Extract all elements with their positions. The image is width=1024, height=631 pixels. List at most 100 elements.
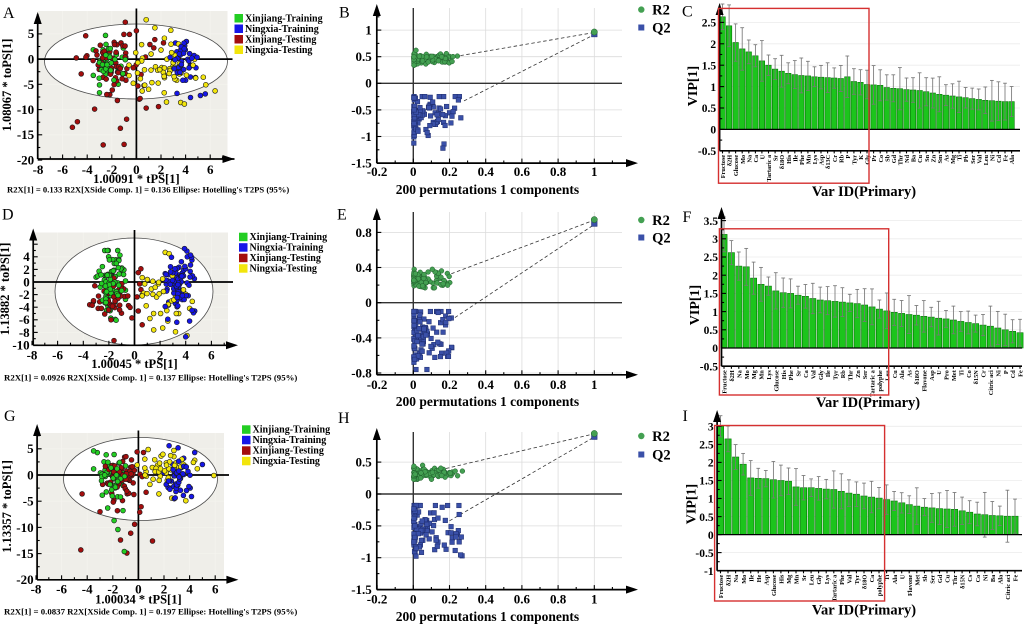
svg-text:4: 4 [182, 348, 189, 363]
svg-text:Ni: Ni [990, 155, 997, 162]
svg-text:δ2H: δ2H [729, 370, 736, 381]
svg-text:Xinjiang-Training: Xinjiang-Training [245, 13, 323, 24]
svg-text:Ala: Ala [899, 369, 906, 379]
svg-text:0.6: 0.6 [514, 377, 531, 392]
svg-text:-0.2: -0.2 [367, 164, 388, 179]
svg-text:Ningxia-Testing: Ningxia-Testing [250, 264, 317, 275]
svg-text:Glucose: Glucose [773, 370, 780, 392]
svg-text:Gly: Gly [818, 369, 825, 380]
svg-text:Zn: Zn [855, 370, 862, 378]
svg-text:Sb: Sb [922, 574, 929, 582]
svg-text:Leu: Leu [809, 574, 816, 585]
svg-text:His: His [786, 154, 793, 164]
svg-text:Tyr: Tyr [854, 575, 861, 585]
svg-text:VIP[1]: VIP[1] [686, 66, 701, 106]
svg-text:-5: -5 [23, 77, 34, 92]
svg-text:As: As [907, 370, 914, 378]
svg-text:-4: -4 [19, 300, 30, 315]
svg-text:Na: Na [733, 574, 740, 583]
svg-text:Leu: Leu [983, 154, 990, 165]
svg-text:Ca: Ca [753, 154, 760, 163]
svg-text:-4: -4 [82, 582, 93, 597]
svg-text:R2: R2 [652, 213, 670, 229]
svg-text:Phe: Phe [839, 575, 846, 585]
svg-text:Ala: Ala [997, 574, 1004, 584]
svg-text:Ningxia-Testing: Ningxia-Testing [245, 45, 312, 56]
svg-text:-0.2: -0.2 [367, 592, 388, 607]
svg-text:Co: Co [975, 575, 982, 583]
svg-text:P: P [1003, 370, 1010, 374]
svg-text:δ15N: δ15N [960, 574, 967, 589]
svg-text:Rb: Rb [838, 154, 845, 163]
svg-text:2: 2 [157, 348, 164, 363]
svg-text:R2X[1] = 0.0837 R2X[XSide Com: R2X[1] = 0.0837 R2X[XSide Comp. 1] = 0.1… [4, 607, 297, 617]
svg-text:Tartaric a: Tartaric a [870, 369, 877, 397]
svg-text:0.8: 0.8 [356, 225, 373, 240]
svg-text:Thr: Thr [898, 155, 905, 166]
svg-text:Citric aci: Citric aci [988, 370, 995, 395]
svg-text:Var ID(Primary): Var ID(Primary) [816, 395, 920, 411]
svg-text:-6: -6 [52, 348, 63, 363]
svg-text:Thr: Thr [952, 574, 959, 585]
svg-text:1: 1 [591, 592, 598, 607]
svg-text:Gly: Gly [816, 574, 823, 585]
svg-text:Tyr: Tyr [852, 155, 859, 165]
svg-text:P: P [845, 155, 852, 159]
svg-text:2: 2 [158, 162, 165, 177]
svg-text:R2: R2 [652, 429, 670, 445]
svg-text:0: 0 [710, 125, 716, 137]
svg-text:Ningxia-Testing: Ningxia-Testing [253, 456, 320, 467]
svg-text:Ningxia-Training: Ningxia-Training [245, 24, 319, 35]
svg-text:Fe: Fe [1013, 575, 1020, 582]
svg-text:4: 4 [182, 162, 189, 177]
svg-text:Co: Co [966, 370, 973, 378]
svg-text:Sr: Sr [796, 370, 803, 377]
svg-text:Asp: Asp [819, 154, 826, 165]
svg-text:Mg: Mg [786, 574, 793, 584]
svg-text:-1.5: -1.5 [351, 156, 372, 171]
svg-text:Fe: Fe [1018, 370, 1024, 377]
svg-text:-2: -2 [107, 582, 118, 597]
svg-text:Cu: Cu [945, 574, 952, 583]
svg-text:4: 4 [23, 249, 30, 264]
svg-text:Val: Val [976, 155, 983, 164]
svg-text:2: 2 [712, 270, 718, 282]
svg-text:δ13C: δ13C [825, 154, 832, 169]
svg-text:F: F [683, 209, 692, 226]
svg-text:-1.5: -1.5 [351, 582, 372, 597]
svg-text:2.5: 2.5 [704, 252, 719, 264]
svg-text:1.13357 * toPS[1]: 1.13357 * toPS[1] [0, 460, 14, 553]
svg-text:K: K [858, 155, 865, 160]
svg-text:Cd: Cd [996, 154, 1003, 163]
svg-text:Mn: Mn [759, 370, 766, 380]
svg-text:Ti: Ti [957, 155, 964, 161]
svg-text:Val: Val [847, 574, 854, 583]
svg-text:Phe: Phe [799, 155, 806, 165]
svg-text:1.5: 1.5 [702, 60, 717, 72]
svg-text:Phe: Phe [788, 370, 795, 380]
svg-text:-10: -10 [16, 520, 33, 535]
svg-text:Gd: Gd [937, 574, 944, 583]
svg-text:1.13882 * toPS[1]: 1.13882 * toPS[1] [0, 243, 12, 336]
svg-text:2: 2 [161, 582, 168, 597]
svg-text:6: 6 [208, 348, 215, 363]
svg-text:-0.5: -0.5 [698, 146, 716, 158]
svg-text:Ca: Ca [869, 574, 876, 583]
svg-text:Rb: Rb [840, 370, 847, 379]
svg-text:polyphe: polyphe [877, 370, 884, 392]
svg-text:-4: -4 [82, 162, 93, 177]
svg-text:1.5: 1.5 [699, 476, 714, 488]
svg-text:-6: -6 [19, 312, 30, 327]
svg-text:3: 3 [712, 234, 718, 246]
svg-text:His: His [781, 370, 788, 380]
svg-text:C: C [682, 4, 693, 21]
svg-text:1.5: 1.5 [704, 289, 719, 301]
svg-text:0.6: 0.6 [514, 164, 531, 179]
svg-text:2.5: 2.5 [702, 18, 717, 30]
svg-text:Mn: Mn [806, 154, 813, 164]
svg-text:-10: -10 [17, 102, 34, 117]
svg-text:Tartaric a: Tartaric a [766, 154, 773, 182]
svg-text:H: H [338, 410, 350, 427]
svg-text:-0.5: -0.5 [695, 548, 713, 560]
svg-text:Ba: Ba [990, 574, 997, 582]
